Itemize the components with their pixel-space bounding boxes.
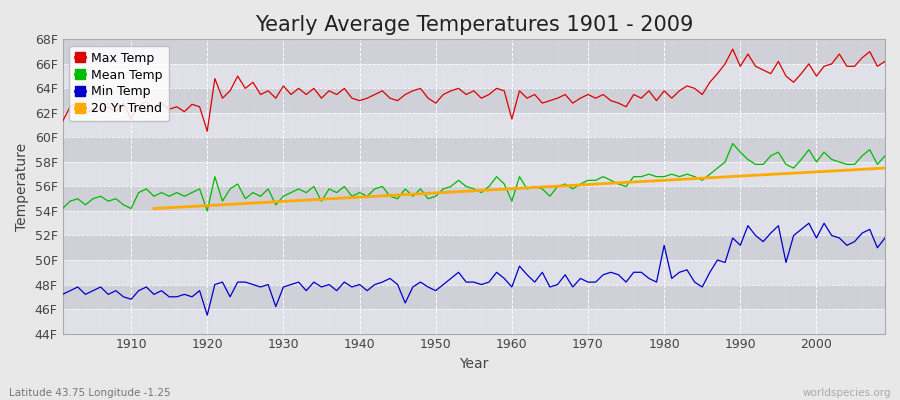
Text: worldspecies.org: worldspecies.org xyxy=(803,388,891,398)
Bar xyxy=(62,162,885,186)
Legend: Max Temp, Mean Temp, Min Temp, 20 Yr Trend: Max Temp, Mean Temp, Min Temp, 20 Yr Tre… xyxy=(68,46,169,121)
Bar xyxy=(62,88,885,113)
X-axis label: Year: Year xyxy=(459,357,489,371)
Bar xyxy=(62,113,885,138)
Bar xyxy=(62,39,885,64)
Bar xyxy=(62,64,885,88)
Bar xyxy=(62,260,885,284)
Y-axis label: Temperature: Temperature xyxy=(15,142,29,230)
Bar xyxy=(62,309,885,334)
Bar xyxy=(62,236,885,260)
Text: Latitude 43.75 Longitude -1.25: Latitude 43.75 Longitude -1.25 xyxy=(9,388,171,398)
Bar xyxy=(62,284,885,309)
Bar xyxy=(62,138,885,162)
Bar xyxy=(62,211,885,236)
Title: Yearly Average Temperatures 1901 - 2009: Yearly Average Temperatures 1901 - 2009 xyxy=(255,15,693,35)
Bar xyxy=(62,186,885,211)
